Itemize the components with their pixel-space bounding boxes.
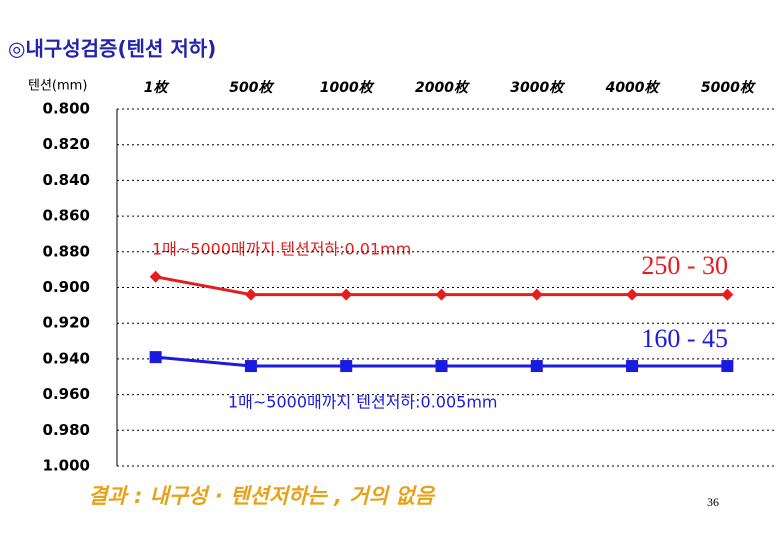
y-tick-label: 0.900 <box>43 278 90 296</box>
y-tick-label: 0.940 <box>43 349 90 367</box>
y-tick-label: 0.840 <box>43 171 90 189</box>
x-tick-label: 500枚 <box>229 79 274 96</box>
y-tick-label: 0.820 <box>43 135 90 153</box>
y-tick-label: 0.920 <box>43 314 90 332</box>
y-tick-label: 0.960 <box>43 385 90 403</box>
marker <box>244 360 257 373</box>
marker <box>340 360 353 373</box>
marker <box>530 360 543 373</box>
y-tick-label: 1.000 <box>43 457 90 475</box>
chart-title: ◎내구성검증(텐션 저하) <box>8 37 216 61</box>
annotation: 1매~5000매까지 텐션저하:0.01mm <box>152 240 411 259</box>
x-tick-label: 2000枚 <box>415 79 470 96</box>
marker <box>530 288 543 301</box>
marker <box>435 288 448 301</box>
y-tick-label: 0.880 <box>43 242 90 260</box>
footer: 결과 : 내구성 · 텐션저하는 , 거의 없음 <box>88 484 436 508</box>
marker <box>721 360 734 373</box>
marker <box>149 270 162 283</box>
legend-label: 160 - 45 <box>641 324 728 353</box>
marker <box>626 288 639 301</box>
x-tick-label: 1枚 <box>144 79 170 96</box>
marker <box>340 288 353 301</box>
y-axis-label: 텐션(mm) <box>28 79 87 94</box>
marker <box>244 288 257 301</box>
annotation: 1매~5000매까지 텐션저하:0.005mm <box>228 393 498 412</box>
marker <box>721 288 734 301</box>
y-tick-label: 0.800 <box>43 100 90 118</box>
page-number: 36 <box>707 495 719 509</box>
x-tick-label: 5000枚 <box>701 79 756 96</box>
y-tick-label: 0.980 <box>43 421 90 439</box>
x-tick-label: 4000枚 <box>605 79 661 96</box>
legend-label: 250 - 30 <box>641 251 728 280</box>
marker <box>435 360 448 373</box>
x-tick-label: 1000枚 <box>320 79 375 96</box>
marker <box>149 351 162 364</box>
marker <box>626 360 639 373</box>
x-tick-label: 3000枚 <box>510 79 565 96</box>
y-tick-label: 0.860 <box>43 207 90 225</box>
